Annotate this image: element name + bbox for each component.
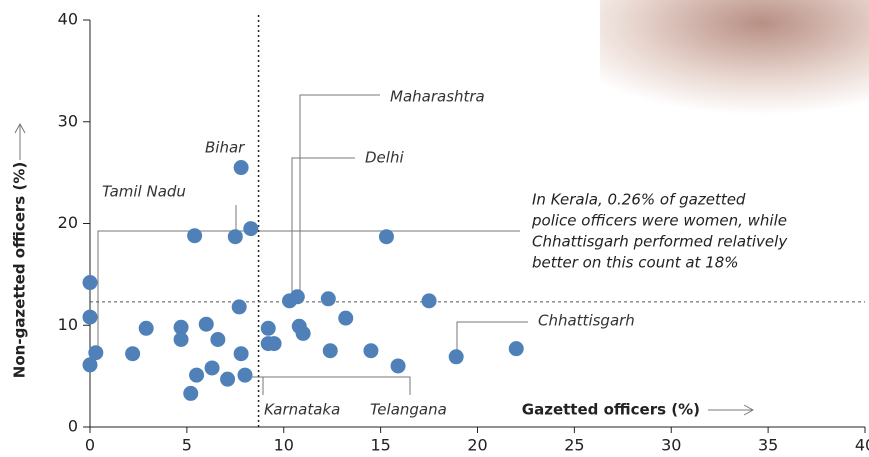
point: [243, 221, 259, 237]
point: [138, 320, 154, 336]
label: Bihar: [205, 139, 245, 157]
point: [233, 160, 249, 176]
point: [183, 385, 199, 401]
x-tick-label: 35: [758, 436, 778, 455]
label: Telangana: [370, 401, 447, 419]
point: [508, 341, 524, 357]
y-tick-label: 40: [58, 10, 78, 29]
x-tick-label: 20: [467, 436, 487, 455]
point: [378, 229, 394, 245]
annotation: In Kerala, 0.26% of gazetted police offic…: [531, 191, 788, 272]
point: [448, 349, 464, 365]
point: [338, 310, 354, 326]
point: [363, 343, 379, 359]
x-arrow: [708, 404, 755, 416]
annotation-line: police officers were women, while: [531, 212, 787, 230]
x-tick-label: 40: [855, 436, 869, 455]
point: [82, 357, 98, 373]
point: [189, 367, 205, 383]
x-tick-label: 10: [274, 436, 294, 455]
x-tick-label: 25: [564, 436, 584, 455]
point: [198, 316, 214, 332]
x-axis-label: Gazetted officers (%): [522, 401, 700, 419]
point: [125, 346, 141, 362]
point: [289, 289, 305, 305]
point: [220, 371, 236, 387]
point: [233, 346, 249, 362]
point: [322, 343, 338, 359]
label: Chhattisgarh: [538, 312, 635, 330]
point: [237, 367, 253, 383]
point: [231, 299, 247, 315]
label: Karnataka: [264, 401, 340, 419]
y-arrow: [14, 122, 26, 160]
annotation-line: better on this count at 18%: [532, 254, 739, 272]
photo: [600, 0, 869, 115]
x-tick-label: 30: [661, 436, 681, 455]
x-tick-label: 0: [85, 436, 95, 455]
point: [82, 275, 98, 291]
y-tick-label: 20: [58, 213, 78, 232]
annotation-line: In Kerala, 0.26% of gazetted: [532, 191, 746, 209]
y-tick-label: 0: [68, 417, 78, 436]
point: [187, 228, 203, 244]
point: [88, 345, 104, 361]
x-tick-label: 5: [182, 436, 192, 455]
point: [173, 331, 189, 347]
label: Tamil Nadu: [102, 183, 186, 201]
point: [421, 293, 437, 309]
label: Maharashtra: [390, 88, 485, 106]
point: [210, 331, 226, 347]
point: [173, 319, 189, 335]
point: [320, 291, 336, 307]
point: [390, 358, 406, 374]
leaders: [97, 94, 528, 395]
point: [295, 325, 311, 341]
annotation-line: Chhattisgarh performed relatively: [532, 233, 788, 251]
point: [260, 320, 276, 336]
label: Delhi: [365, 149, 404, 167]
y-tick-label: 30: [58, 111, 78, 130]
point: [82, 309, 98, 325]
y-tick-label: 10: [58, 315, 78, 334]
x-tick-label: 15: [370, 436, 390, 455]
point: [266, 336, 282, 352]
y-axis-label: Non-gazetted officers (%): [11, 162, 29, 378]
point: [227, 229, 243, 245]
point: [204, 360, 220, 376]
